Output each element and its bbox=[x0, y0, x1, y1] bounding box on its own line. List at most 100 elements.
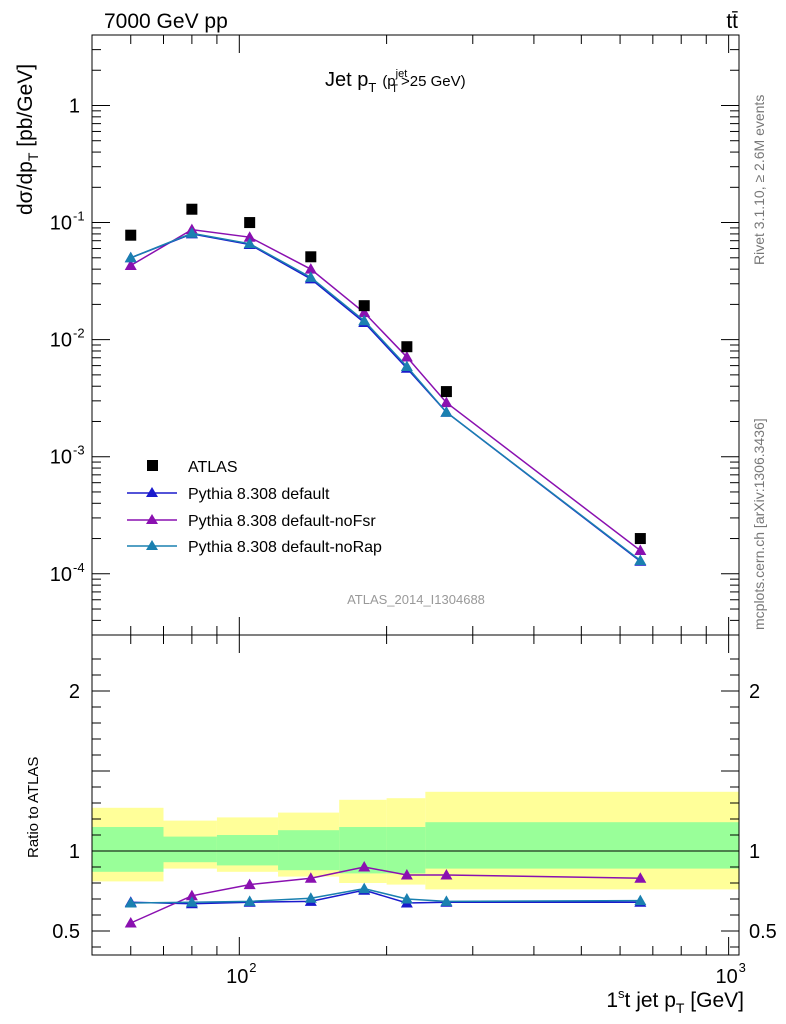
y-axis-label-unit: [pb/GeV] bbox=[14, 64, 37, 153]
ratio-y-axis-label: Ratio to ATLAS bbox=[25, 757, 42, 858]
ratio-y-tick-label-right: 1 bbox=[749, 841, 760, 863]
ratio-nofsr-point bbox=[124, 917, 137, 928]
series-nofsr-point bbox=[243, 231, 256, 242]
ratio-nofsr-point bbox=[358, 861, 371, 872]
ratio-nofsr-point bbox=[634, 872, 647, 883]
plot-title-main: Jet p bbox=[325, 69, 368, 91]
legend-nofsr-marker bbox=[146, 514, 158, 524]
ratio-nofsr-point bbox=[185, 889, 198, 901]
atlas-data-point bbox=[634, 533, 646, 545]
y-tick-exponent: -4 bbox=[73, 560, 85, 575]
ratio-y-tick-label-left: 2 bbox=[69, 681, 80, 703]
x-axis-label-main: 1 bbox=[606, 989, 618, 1012]
ratio-y-tick-label-right: 0.5 bbox=[749, 921, 777, 943]
x-tick-label: 10 bbox=[716, 966, 738, 988]
series-nofsr-point bbox=[304, 263, 317, 274]
y-tick-label: 10 bbox=[50, 330, 72, 352]
x-axis-label-mid: t jet p bbox=[625, 989, 676, 1012]
y-tick-label: 10 bbox=[50, 447, 72, 469]
ratio-norap-point bbox=[243, 895, 256, 906]
ratio-y-tick-label-left: 0.5 bbox=[52, 921, 80, 943]
series-nofsr-point bbox=[124, 259, 137, 270]
legend-atlas-label: ATLAS bbox=[188, 459, 238, 476]
ratio-nofsr-point bbox=[304, 872, 317, 883]
atlas-data-point bbox=[358, 300, 370, 312]
x-tick-label: 10 bbox=[226, 966, 248, 988]
x-axis-label-sub: T bbox=[676, 1000, 685, 1016]
rivet-label: Rivet 3.1.10, ≥ 2.6M events bbox=[751, 95, 767, 265]
ratio-y-tick-label-left: 1 bbox=[69, 841, 80, 863]
uncertainty-band-inner bbox=[278, 830, 340, 871]
uncertainty-band-inner bbox=[163, 836, 217, 863]
y-axis-label-sub: T bbox=[25, 152, 41, 161]
x-axis-label-sup: s bbox=[618, 986, 625, 1001]
plot-title-sub: T bbox=[368, 80, 376, 95]
ratio-nofsr-point bbox=[243, 878, 256, 890]
y-tick-exponent: -2 bbox=[73, 326, 85, 341]
uncertainty-band-inner bbox=[425, 822, 739, 869]
series-norap-point bbox=[124, 251, 137, 263]
uncertainty-band-inner bbox=[92, 827, 164, 872]
series-norap-point bbox=[634, 554, 647, 565]
ratio-y-tick-label-right: 2 bbox=[749, 681, 760, 703]
x-tick-exponent: 3 bbox=[739, 960, 746, 975]
y-tick-exponent: -3 bbox=[73, 443, 85, 458]
plot-title-tail: >25 GeV) bbox=[401, 73, 466, 90]
ratio-norap-point bbox=[304, 892, 317, 903]
ratio-nofsr-point bbox=[440, 869, 453, 880]
ratio-plot-panel: 0.5 0.51 12 210 2 10 3 Ratio to ATLAS 1st jet … bbox=[25, 634, 777, 1016]
ratio-plot-frame bbox=[91, 634, 740, 956]
series-norap-point bbox=[185, 227, 198, 238]
legend-default-label: Pythia 8.308 default bbox=[188, 486, 330, 503]
series-nofsr-point bbox=[358, 306, 371, 318]
ratio-norap-point bbox=[440, 895, 453, 906]
series-nofsr-point bbox=[440, 396, 453, 408]
legend-nofsr-label: Pythia 8.308 default-noFsr bbox=[188, 513, 376, 530]
plot-title-sub2: T bbox=[391, 83, 398, 95]
series-norap-point bbox=[304, 271, 317, 282]
ratio-default-line bbox=[130, 889, 641, 905]
ratio-norap-point bbox=[124, 897, 137, 908]
y-tick-label: 10 bbox=[50, 564, 72, 586]
plot-title-sup: jet bbox=[395, 68, 408, 80]
ratio-norap-point bbox=[400, 893, 413, 904]
analysis-id: ATLAS_2014_I1304688 bbox=[347, 592, 485, 607]
mcplots-label: mcplots.cern.ch [arXiv:1306.3436] bbox=[751, 418, 767, 630]
ratio-norap-point bbox=[634, 894, 647, 906]
atlas-data-point bbox=[401, 341, 413, 353]
series-norap-point bbox=[358, 314, 371, 326]
series-norap-line bbox=[130, 232, 641, 562]
ratio-norap-line bbox=[130, 887, 641, 904]
y-axis-label-main: dσ/dp bbox=[14, 161, 37, 215]
x-axis-label-unit: [GeV] bbox=[684, 989, 744, 1012]
y-tick-label: 10 bbox=[50, 213, 72, 235]
series-nofsr-point bbox=[400, 351, 413, 362]
legend-atlas-marker bbox=[147, 460, 158, 471]
y-axis-label: dσ/dpT [pb/GeV] bbox=[14, 64, 41, 215]
legend: ATLAS Pythia 8.308 default Pythia 8.308 … bbox=[127, 459, 382, 556]
uncertainty-band-inner bbox=[386, 827, 426, 874]
plot-title-paren: (p bbox=[382, 73, 395, 90]
legend-norap-label: Pythia 8.308 default-noRap bbox=[188, 539, 382, 556]
series-nofsr-point bbox=[634, 544, 647, 556]
atlas-data-point bbox=[186, 203, 198, 215]
x-tick-exponent: 2 bbox=[249, 960, 256, 975]
ratio-nofsr-line bbox=[130, 866, 641, 924]
atlas-data-point bbox=[244, 217, 256, 229]
series-norap-point bbox=[400, 360, 413, 371]
y-tick-exponent: -1 bbox=[73, 209, 85, 224]
x-axis-label: 1st jet pT [GeV] bbox=[606, 986, 744, 1016]
series-norap-point bbox=[440, 406, 453, 417]
beam-label: 7000 GeV pp bbox=[104, 10, 228, 33]
y-tick-label: 1 bbox=[69, 95, 80, 117]
legend-default-marker bbox=[146, 487, 158, 497]
ratio-norap-point bbox=[358, 882, 371, 894]
atlas-data-point bbox=[440, 386, 452, 398]
ratio-nofsr-point bbox=[400, 869, 413, 880]
main-plot-panel: 110-110-210-310-4 Jet pT (pjet T >25 GeV) d… bbox=[14, 34, 740, 636]
plot-title: Jet pT (pjet T >25 GeV) bbox=[325, 68, 466, 95]
atlas-data-point bbox=[305, 251, 317, 263]
series-norap-point bbox=[243, 237, 256, 249]
series-nofsr-line bbox=[130, 228, 641, 552]
